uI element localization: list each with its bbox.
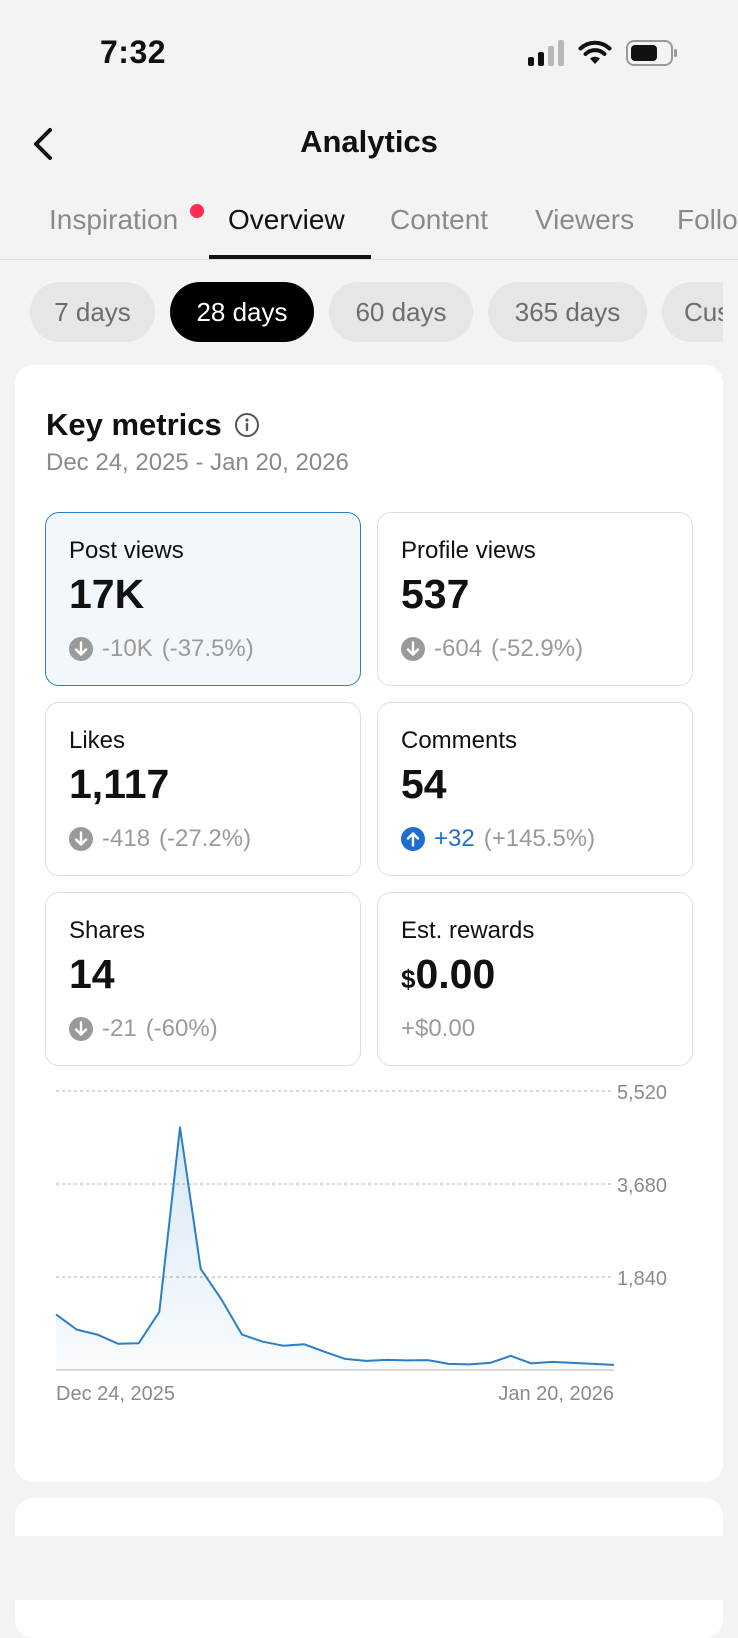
cellular-signal-icon [528,40,564,66]
metric-shares[interactable]: Shares 14 -21 (-60%) [45,892,361,1066]
range-7-days[interactable]: 7 days [30,282,155,342]
metric-label: Shares [69,917,145,945]
metric-change-value: -418 [102,825,150,853]
metric-change: +$0.00 [401,1015,475,1043]
notification-dot [190,204,204,218]
metric-change: -21 (-60%) [69,1015,218,1043]
metric-change-pct: (-37.5%) [162,635,254,663]
arrow-down-circle-icon [69,1017,93,1041]
tab-viewers[interactable]: Viewers [535,204,634,236]
metric-value: 54 [401,761,447,808]
metric-label: Comments [401,727,517,755]
metric-value: 537 [401,571,469,618]
metric-likes[interactable]: Likes 1,117 -418 (-27.2%) [45,702,361,876]
key-metrics-title: Key metrics [46,407,222,443]
metric-change-pct: (-27.2%) [159,825,251,853]
series-area [56,1127,614,1370]
info-icon[interactable] [234,412,260,438]
key-metrics-heading: Key metrics [46,407,260,443]
metric-change-pct: (-52.9%) [491,635,583,663]
y-tick-label: 5,520 [617,1085,667,1104]
arrow-down-circle-icon [69,827,93,851]
date-range-selector: 7 days 28 days 60 days 365 days Custom [0,282,723,344]
metric-change: -418 (-27.2%) [69,825,251,853]
arrow-down-circle-icon [69,637,93,661]
x-label-start: Dec 24, 2025 [56,1383,175,1405]
post-views-chart[interactable]: 5,520 3,680 1,840 Dec 24, 2025 Jan 20, 2026 [15,1085,723,1445]
active-tab-indicator [209,255,371,259]
metric-value: 14 [69,951,115,998]
metric-change-value: +$0.00 [401,1015,475,1043]
tab-inspiration[interactable]: Inspiration [49,204,178,236]
page-title: Analytics [0,124,738,160]
metric-change: -604 (-52.9%) [401,635,583,663]
metric-value: 17K [69,571,144,618]
y-tick-label: 1,840 [617,1268,667,1290]
metric-label: Profile views [401,537,536,565]
metric-label: Likes [69,727,125,755]
metric-change-pct: (+145.5%) [484,825,595,853]
metric-post-views[interactable]: Post views 17K -10K (-37.5%) [45,512,361,686]
series-line [56,1127,614,1365]
nav-bar: Analytics [0,110,738,176]
metric-change-value: +32 [434,825,475,853]
metric-value: 0.00 [415,951,495,997]
metric-est-rewards[interactable]: Est. rewards $0.00 +$0.00 [377,892,693,1066]
bottom-area [0,1536,738,1600]
metric-profile-views[interactable]: Profile views 537 -604 (-52.9%) [377,512,693,686]
currency-symbol: $ [401,964,415,994]
arrow-up-circle-icon [401,827,425,851]
tab-content[interactable]: Content [390,204,488,236]
metric-value-wrap: $0.00 [401,951,495,998]
y-tick-label: 3,680 [617,1175,667,1197]
range-60-days[interactable]: 60 days [329,282,473,342]
tab-followers[interactable]: Followers [677,204,738,236]
metric-change-value: -21 [102,1015,137,1043]
range-365-days[interactable]: 365 days [488,282,647,342]
metric-label: Est. rewards [401,917,534,945]
metric-change-value: -604 [434,635,482,663]
tab-bar: Inspiration Overview Content Viewers Fol… [0,190,738,260]
metric-label: Post views [69,537,184,565]
status-time: 7:32 [100,34,166,71]
date-range-text: Dec 24, 2025 - Jan 20, 2026 [46,449,349,477]
tab-overview[interactable]: Overview [228,204,345,236]
arrow-down-circle-icon [401,637,425,661]
status-bar: 7:32 [0,0,738,100]
wifi-icon [578,40,612,66]
metric-change-pct: (-60%) [146,1015,218,1043]
metric-change: -10K (-37.5%) [69,635,254,663]
metric-change: +32 (+145.5%) [401,825,595,853]
metric-change-value: -10K [102,635,153,663]
x-label-end: Jan 20, 2026 [498,1383,614,1405]
status-icons [528,40,678,66]
metric-comments[interactable]: Comments 54 +32 (+145.5%) [377,702,693,876]
range-28-days[interactable]: 28 days [170,282,314,342]
range-custom[interactable]: Custom [662,282,723,342]
metric-value: 1,117 [69,761,169,808]
key-metrics-card: Key metrics Dec 24, 2025 - Jan 20, 2026 … [15,365,723,1482]
battery-icon [626,40,678,66]
